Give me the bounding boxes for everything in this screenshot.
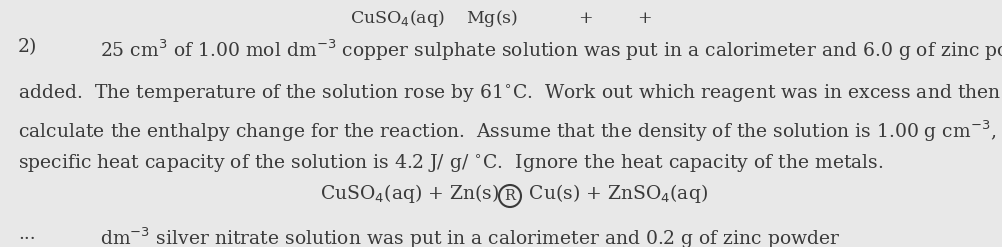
Text: ...: ...: [18, 225, 36, 243]
Text: calculate the enthalpy change for the reaction.  Assume that the density of the : calculate the enthalpy change for the re…: [18, 118, 1002, 144]
Text: specific heat capacity of the solution is 4.2 J/ g/ $^{\circ}$C.  Ignore the hea: specific heat capacity of the solution i…: [18, 152, 884, 174]
Text: 2): 2): [18, 38, 37, 56]
Text: added.  The temperature of the solution rose by 61$^{\circ}$C.  Work out which r: added. The temperature of the solution r…: [18, 82, 1001, 104]
Text: dm$^{-3}$ silver nitrate solution was put in a calorimeter and 0.2 g of zinc pow: dm$^{-3}$ silver nitrate solution was pu…: [100, 225, 841, 247]
Text: R: R: [505, 189, 515, 203]
Text: 25 cm$^3$ of 1.00 mol dm$^{-3}$ copper sulphate solution was put in a calorimete: 25 cm$^3$ of 1.00 mol dm$^{-3}$ copper s…: [100, 38, 1002, 63]
Text: CuSO$_4$(aq)    Mg(s)           +        +: CuSO$_4$(aq) Mg(s) + +: [350, 8, 652, 29]
Text: CuSO$_4$(aq) + Zn(s): CuSO$_4$(aq) + Zn(s): [321, 182, 501, 205]
Text: Cu(s) + ZnSO$_4$(aq): Cu(s) + ZnSO$_4$(aq): [523, 182, 708, 205]
